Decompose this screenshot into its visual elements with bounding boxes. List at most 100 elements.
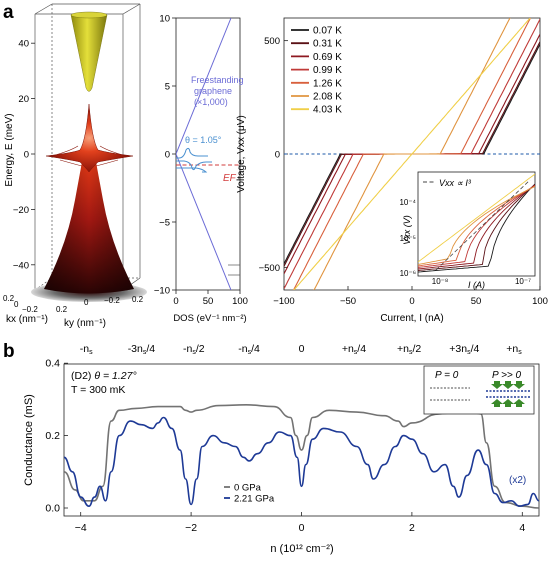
filling-label-part: /2 (196, 343, 205, 355)
filling-label: +ns (506, 343, 522, 356)
band-structure-3d: Energy, E (meV) 40 20 0 −20 −40 kx (nm⁻¹) ky… (3, 3, 147, 329)
vi-x-tick-label: −50 (340, 296, 356, 307)
dos-x-tick-label: 100 (232, 296, 248, 307)
filling-label-part: +n (397, 343, 409, 355)
freestanding-graphene-line-lower (176, 153, 232, 290)
filling-label-sub: s (467, 349, 471, 356)
filling-label: -ns/4 (238, 343, 260, 356)
inset-x-tick-1: 10⁻⁸ (432, 277, 449, 286)
conductance-panel: −4 −2 0 2 40.40.20.0 -ns -3ns/4 -ns/2 -ns/4 0 +ns… (23, 343, 540, 555)
pressure-arrows (491, 381, 525, 407)
dos-y-tick-label: 10 (159, 14, 170, 25)
filling-label-sub: s (354, 349, 358, 356)
freestanding-label-line1: Freestanding (191, 75, 244, 85)
vi-curve-403K (293, 18, 531, 290)
ky-tick-b: 0 (84, 298, 89, 307)
legend-label: 0.07 K (313, 26, 342, 37)
upper-band-top (70, 11, 108, 19)
freestanding-label-line2: graphene (194, 86, 232, 96)
flat-band-surface (45, 103, 134, 173)
upper-band-surface (70, 13, 108, 92)
b-x-tick-label: 2 (409, 522, 415, 534)
kx-axis-label: kx (nm⁻¹) (6, 314, 48, 325)
filling-label-part: /4 (251, 343, 260, 355)
vi-y-tick-label: 500 (264, 36, 280, 47)
filling-label-part: /4 (471, 343, 480, 355)
vi-x-tick-label: 0 (409, 296, 414, 307)
filling-label-part: +n (342, 343, 354, 355)
legend-label: 1.26 K (313, 78, 342, 89)
fermi-label: EF (223, 173, 237, 184)
legend-label: 4.03 K (313, 105, 342, 116)
vi-y-tick-label: −500 (259, 263, 280, 274)
panel-b-label: b (3, 341, 15, 362)
filling-label-part: -n (80, 343, 89, 355)
conductance-x-label: n (10¹² cm⁻²) (270, 543, 333, 555)
energy-tick-label: −40 (13, 260, 29, 271)
inset-curve (418, 185, 535, 268)
ky-tick-c: −0.2 (104, 296, 120, 305)
inset-y-tick-2: 10⁻⁵ (400, 234, 416, 243)
legend-label: 0.31 K (313, 39, 342, 50)
ky-tick-d: 0.2 (132, 295, 144, 304)
panel-a-label: a (3, 2, 14, 23)
dos-x-tick-label: 50 (203, 296, 214, 307)
filling-label-sub: s (248, 349, 252, 356)
dos-y-tick-label: 5 (165, 82, 170, 93)
freestanding-graphene-line-upper (176, 18, 232, 155)
x2-annotation: (x2) (509, 475, 526, 486)
filling-label-part: +3n (449, 343, 467, 355)
inset-y-label: Vxx (V) (402, 215, 412, 245)
vi-y-label: Voltage, Vxx (μV) (236, 115, 247, 192)
energy-axis-label: Energy, E (meV) (4, 113, 15, 186)
inset-power-law-line (435, 179, 531, 271)
b-x-tick-label: 0 (299, 522, 305, 534)
dos-y-tick-label: −10 (154, 286, 170, 297)
ky-tick-a: 0.2 (56, 305, 68, 314)
theta-label: θ = 1.05° (185, 135, 222, 145)
inset-frame (417, 171, 536, 277)
filling-label: -ns (80, 343, 93, 356)
vi-x-tick-label: 100 (532, 296, 548, 307)
pressure-schematic: P = 0 P >> 0 (423, 365, 535, 415)
pbig-label: P >> 0 (492, 370, 522, 381)
kx-tick-a: 0.2 (3, 294, 15, 303)
device-label: (D2) θ = 1.27° (71, 370, 137, 382)
energy-tick-label: −20 (13, 205, 29, 216)
energy-tick-label: 0 (24, 150, 29, 161)
dos-x-tick-label: 0 (173, 296, 178, 307)
vi-x-tick-label: 50 (471, 296, 482, 307)
b-x-tick-label: −2 (185, 522, 197, 534)
b-y-tick-label: 0.4 (45, 358, 60, 370)
b-x-tick-label: −4 (75, 522, 87, 534)
legend-label: 0.99 K (313, 65, 342, 76)
b-y-tick-label: 0.0 (45, 503, 60, 515)
inset-power-law-label: Vxx ∝ I³ (439, 178, 472, 188)
filling-label-part: -n (183, 343, 192, 355)
filling-label-sub: s (143, 349, 147, 356)
filling-label: 0 (299, 343, 305, 355)
dos-y-tick-label: −5 (159, 218, 170, 229)
filling-label: -3ns/4 (128, 343, 156, 356)
lower-band-shading (44, 158, 134, 294)
inset-x-tick-2: 10⁻⁷ (515, 277, 531, 286)
inset-y-tick-1: 10⁻⁴ (399, 198, 416, 207)
flat-band-ridges (51, 145, 127, 167)
b-legend-label: 0 GPa (234, 483, 262, 494)
filling-label-part: +n (506, 343, 518, 355)
conductance-y-label: Conductance (mS) (23, 394, 35, 486)
p0-label: P = 0 (435, 370, 459, 381)
dos-axis-label: DOS (eV⁻¹ nm⁻²) (173, 313, 246, 324)
filling-labels: -ns -3ns/4 -ns/2 -ns/4 0 +ns/4 +ns/2 +3ns/4 +ns (80, 343, 522, 356)
conductance-curve-221GPa (64, 416, 539, 508)
inset-curve (418, 185, 535, 267)
legend-label: 2.08 K (313, 92, 342, 103)
inset-loglog: Vxx ∝ I³ I (A) Vxx (V) 10⁻⁸ 10⁻⁷ 10⁻⁴ 10… (399, 171, 536, 290)
filling-label: -ns/2 (183, 343, 205, 356)
filling-label-part: -3n (128, 343, 143, 355)
